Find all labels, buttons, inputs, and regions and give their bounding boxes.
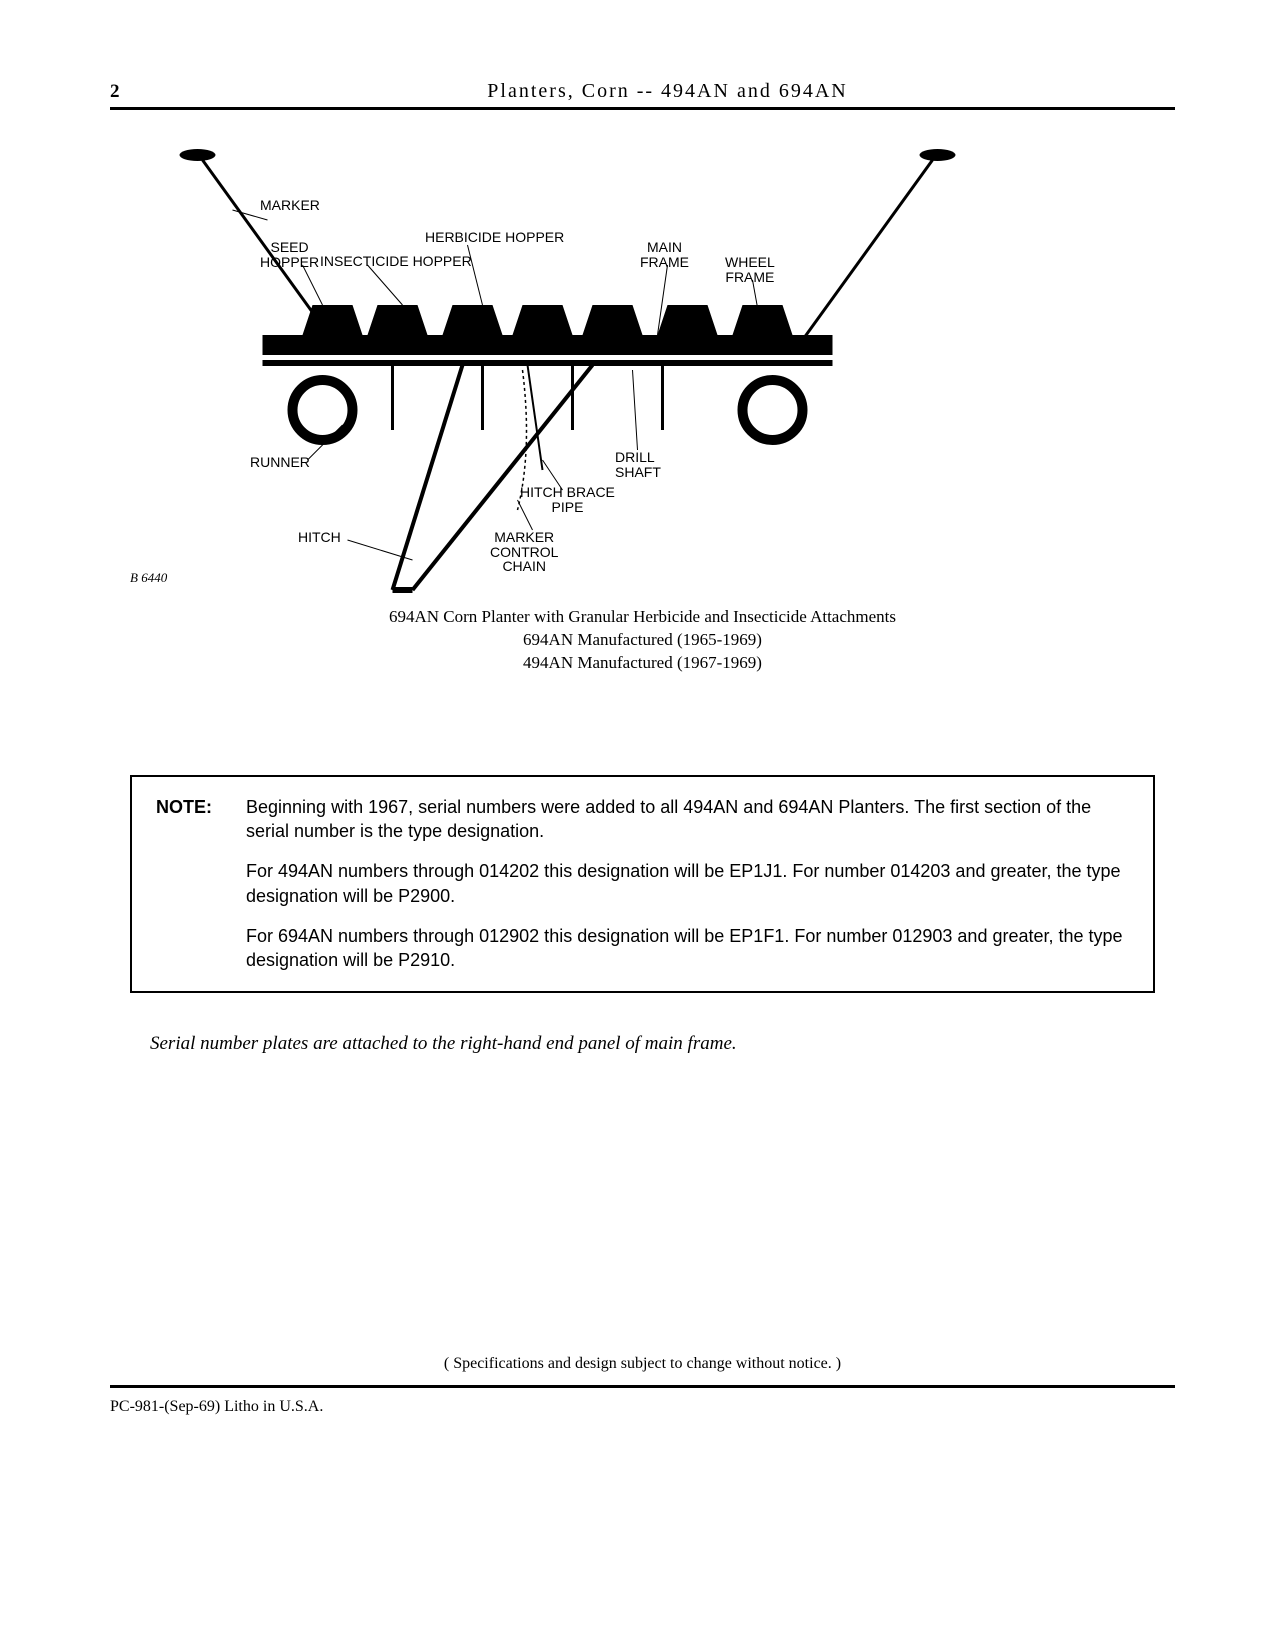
label-drill-shaft: DRILL SHAFT bbox=[615, 450, 661, 479]
label-runner: RUNNER bbox=[250, 455, 310, 470]
footer-rule bbox=[110, 1385, 1175, 1388]
note-paragraph-1: Beginning with 1967, serial numbers were… bbox=[246, 795, 1129, 844]
note-box: NOTE: Beginning with 1967, serial number… bbox=[130, 775, 1155, 993]
header-row: 2 Planters, Corn -- 494AN and 694AN bbox=[110, 80, 1175, 110]
label-hitch: HITCH bbox=[298, 530, 341, 545]
figure-code: B 6440 bbox=[130, 570, 167, 586]
note-paragraph-3: For 694AN numbers through 012902 this de… bbox=[246, 924, 1129, 973]
page: 2 Planters, Corn -- 494AN and 694AN bbox=[0, 0, 1275, 1650]
header-title: Planters, Corn -- 494AN and 694AN bbox=[160, 80, 1175, 103]
figure-caption: 694AN Corn Planter with Granular Herbici… bbox=[110, 606, 1175, 675]
label-main-frame: MAIN FRAME bbox=[640, 240, 689, 269]
label-marker: MARKER bbox=[260, 198, 320, 213]
label-wheel-frame: WHEEL FRAME bbox=[725, 255, 775, 284]
serial-plate-note: Serial number plates are attached to the… bbox=[150, 1033, 1175, 1055]
label-hitch-brace-pipe: HITCH BRACE PIPE bbox=[520, 485, 615, 514]
label-herbicide-hopper: HERBICIDE HOPPER bbox=[425, 230, 564, 245]
diagram-area: MARKER SEED HOPPER INSECTICIDE HOPPER HE… bbox=[110, 130, 1175, 600]
label-insecticide-hopper: INSECTICIDE HOPPER bbox=[320, 254, 472, 269]
label-seed-hopper: SEED HOPPER bbox=[260, 240, 319, 269]
footer-text: PC-981-(Sep-69) Litho in U.S.A. bbox=[110, 1398, 1175, 1416]
label-marker-control-chain: MARKER CONTROL CHAIN bbox=[490, 530, 558, 574]
note-label: NOTE: bbox=[156, 795, 246, 844]
caption-line-1: 694AN Corn Planter with Granular Herbici… bbox=[110, 606, 1175, 629]
note-paragraph-2: For 494AN numbers through 014202 this de… bbox=[246, 859, 1129, 908]
caption-line-2: 694AN Manufactured (1965-1969) bbox=[110, 629, 1175, 652]
caption-line-3: 494AN Manufactured (1967-1969) bbox=[110, 652, 1175, 675]
spec-notice: ( Specifications and design subject to c… bbox=[110, 1355, 1175, 1373]
page-number: 2 bbox=[110, 81, 160, 103]
